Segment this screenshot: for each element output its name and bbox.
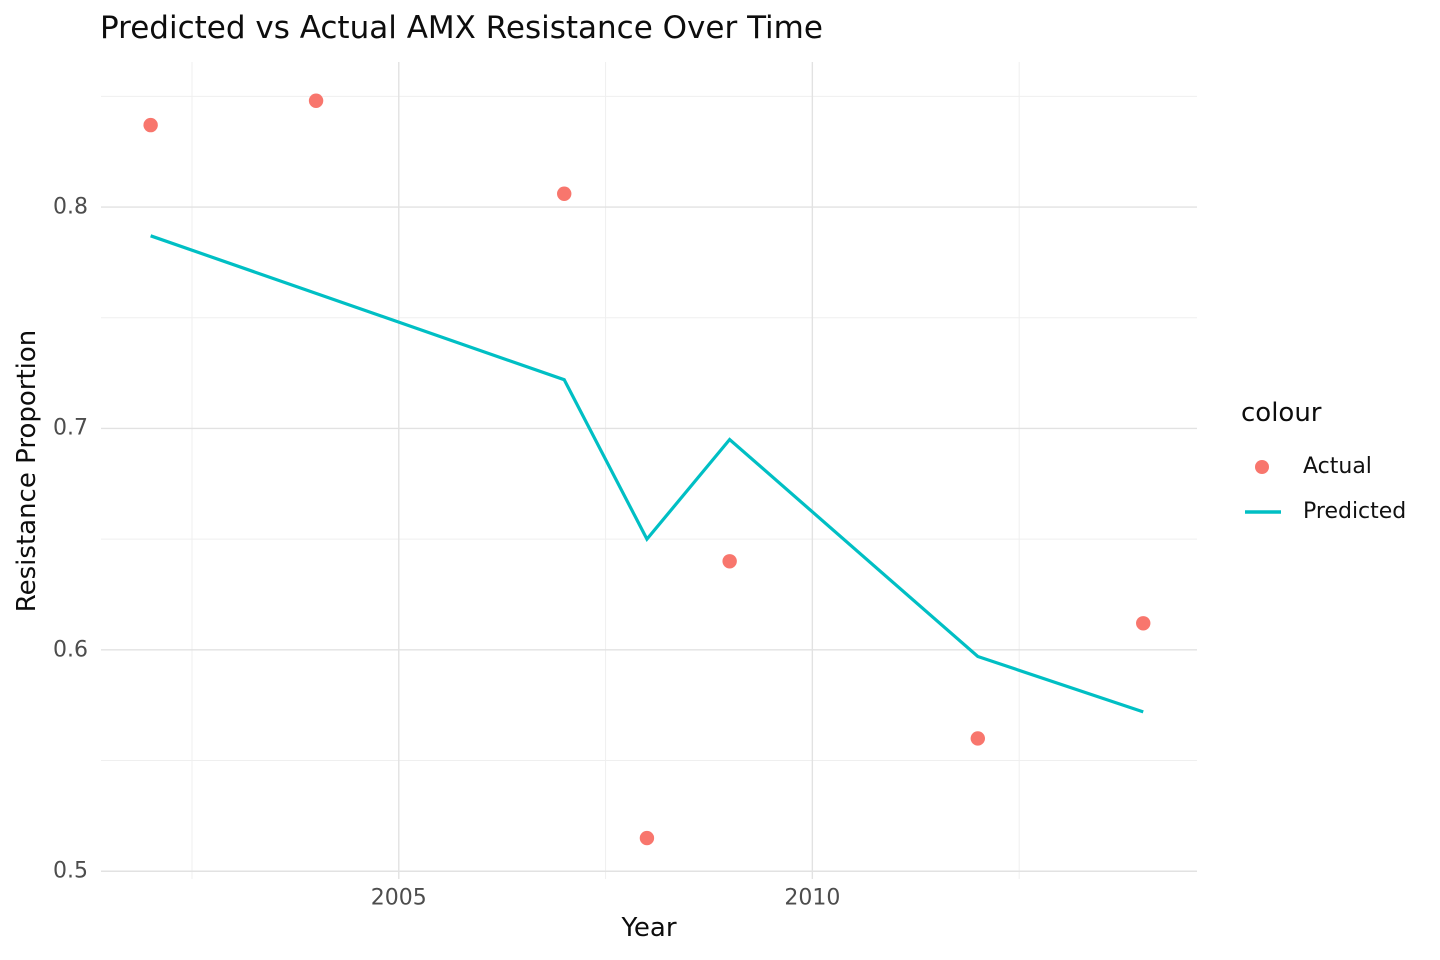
- y-tick-label: 0.7: [53, 415, 88, 441]
- legend-item-predicted: Predicted: [1241, 489, 1439, 534]
- legend-item-label: Predicted: [1303, 499, 1407, 524]
- x-tick-label: 2010: [784, 885, 841, 911]
- actual-point: [639, 830, 655, 846]
- legend-key-point-icon: [1255, 459, 1269, 474]
- x-tick-label: 2005: [370, 885, 427, 911]
- actual-point: [1136, 616, 1151, 631]
- minor-gridlines: [101, 62, 1197, 879]
- legend-items: Actual Predicted: [1241, 444, 1439, 534]
- actual-point: [308, 93, 324, 108]
- major-gridlines: [101, 62, 1197, 879]
- actual-point: [722, 554, 737, 569]
- legend-item-actual: Actual: [1241, 444, 1439, 489]
- legend-title: colour: [1241, 398, 1322, 428]
- legend-key-line-icon: [1245, 509, 1281, 514]
- y-tick-label: 0.6: [53, 637, 88, 663]
- actual-point: [970, 731, 985, 746]
- legend: colour Actual Predicted: [1241, 398, 1439, 534]
- y-tick-label: 0.8: [53, 194, 88, 220]
- predicted-line: [150, 234, 1144, 714]
- x-axis-title: Year: [621, 913, 677, 943]
- data-series-layer: [143, 93, 1151, 846]
- legend-point-glyph: [1255, 459, 1269, 474]
- actual-point: [143, 117, 158, 133]
- y-tick-label: 0.5: [53, 858, 88, 884]
- chart-title: Predicted vs Actual AMX Resistance Over …: [100, 10, 823, 46]
- legend-item-label: Actual: [1303, 454, 1372, 479]
- actual-point: [557, 186, 572, 201]
